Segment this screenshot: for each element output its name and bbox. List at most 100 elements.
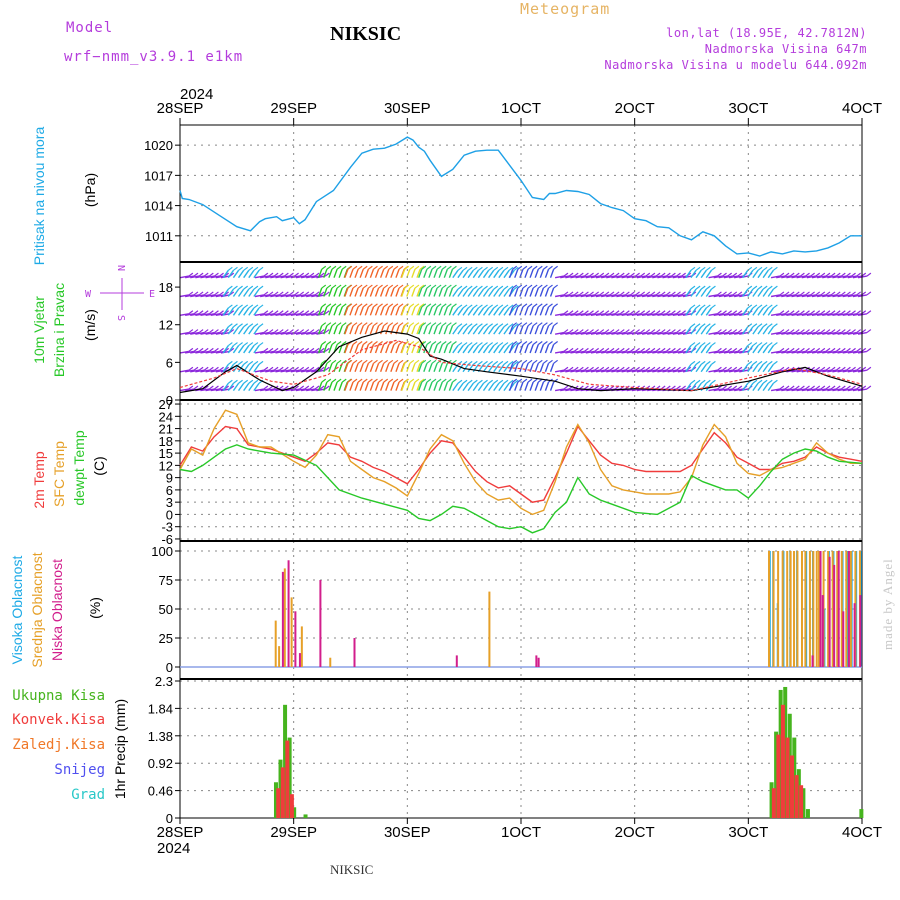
wind-barb-flag <box>383 359 389 364</box>
wind-barb-flag <box>767 323 773 328</box>
wind-barb <box>575 369 585 373</box>
cloud-low-bar <box>287 560 290 667</box>
wind-barb-flag <box>446 284 452 289</box>
wind-barb <box>662 313 672 317</box>
wind-barb-flag <box>815 272 821 277</box>
precip-total-bar <box>778 689 783 818</box>
wind-barb <box>220 275 230 279</box>
wind-barb-flag <box>233 342 238 347</box>
wind-barb-flag <box>238 304 243 309</box>
wind-barb <box>626 350 636 354</box>
wind-barb <box>560 369 570 373</box>
wind-barb <box>534 268 539 278</box>
wind-barb <box>529 363 534 373</box>
wind-barb-flag <box>273 366 279 371</box>
wind-barb-flag <box>553 322 558 327</box>
wind-barb-flag <box>767 304 773 309</box>
wind-barb-flag <box>238 323 243 328</box>
wind-barb-flag <box>347 322 353 327</box>
wind-barb <box>786 275 796 279</box>
wind-barb <box>723 369 733 373</box>
wind-barb-flag <box>711 323 716 328</box>
wind-barb-flag <box>645 291 651 296</box>
cloud-mid-bar <box>818 551 821 667</box>
wind-barb <box>580 313 590 317</box>
wind-barb <box>457 382 464 391</box>
wind-barb <box>786 313 796 317</box>
wind-barb <box>847 331 857 335</box>
wind-barb-flag <box>594 329 600 334</box>
wind-barb <box>205 294 215 298</box>
wind-barb-flag <box>512 341 518 345</box>
wind-barb <box>344 344 349 354</box>
cloud-mid-bar <box>777 551 780 667</box>
wind-barb <box>690 363 697 373</box>
wind-barb-flag <box>467 342 473 347</box>
wind-barb-flag <box>700 360 706 365</box>
wind-barb <box>508 287 514 297</box>
wind-barb <box>400 381 406 391</box>
wind-dir-e: E <box>149 289 155 300</box>
wind-barb <box>786 331 796 335</box>
wind-barb-flag <box>695 379 701 384</box>
wind-barb-flag <box>214 291 219 296</box>
wind-barb <box>700 307 707 316</box>
wind-barb <box>616 350 626 354</box>
wind-barb <box>705 345 713 354</box>
wind-barb <box>443 306 449 316</box>
wind-barb-flag <box>431 284 437 289</box>
wind-barb-flag <box>757 266 763 271</box>
wind-barb <box>385 268 390 278</box>
cloud-mid-bar <box>789 551 792 667</box>
wind-barb-flag <box>584 272 589 277</box>
wind-barb <box>816 388 827 392</box>
wind-barb-flag <box>866 310 872 315</box>
wind-barb <box>837 350 847 354</box>
wind-barb <box>400 287 406 297</box>
wind-barb-flag <box>319 347 325 352</box>
wind-barb <box>328 268 333 278</box>
wind-barb <box>328 363 333 373</box>
wind-barb-flag <box>478 304 483 309</box>
wind-barb-flag <box>522 303 528 308</box>
wind-barb-flag <box>737 291 743 296</box>
wind-barb <box>672 294 682 298</box>
wind-barb <box>847 388 857 392</box>
wind-barb-flag <box>253 285 259 290</box>
wind-barb-flag <box>478 323 483 328</box>
wind-barb <box>601 294 611 298</box>
wind-barb <box>260 294 270 298</box>
wind-barb-flag <box>835 385 841 390</box>
wind-barb-flag <box>700 266 706 271</box>
wind-barb <box>695 363 702 373</box>
wind-barb-flag <box>483 342 488 347</box>
wind-barb <box>695 326 702 335</box>
wind-barb-flag <box>727 310 733 315</box>
wind-barb <box>662 350 672 354</box>
wind-barb-flag <box>568 310 574 315</box>
wind-barb-flag <box>227 360 233 365</box>
wind-barb-flag <box>695 285 701 290</box>
wind-barb <box>734 388 744 392</box>
wind-barb-flag <box>503 304 509 309</box>
wind-dir-w: W <box>85 289 92 300</box>
wind-barb-flag <box>503 360 509 365</box>
wind-barb-flag <box>609 366 615 371</box>
wind-barb <box>781 388 791 392</box>
wind-barb <box>200 350 210 354</box>
wind-barb-flag <box>426 378 432 383</box>
wind-barb-flag <box>498 285 504 290</box>
wind-barb <box>601 369 611 373</box>
wind-barb <box>243 326 250 335</box>
wind-barb-flag <box>452 322 457 327</box>
wind-barb <box>685 307 692 316</box>
wind-barb-flag <box>732 272 738 277</box>
wind-barb-flag <box>378 303 383 308</box>
wind-barb-flag <box>467 360 473 365</box>
wind-barb <box>595 294 606 298</box>
wind-barb <box>580 294 590 298</box>
wind-barb <box>462 307 469 316</box>
wind-barb <box>190 350 200 354</box>
wind-barb <box>616 369 626 373</box>
wind-barb-flag <box>462 323 468 328</box>
